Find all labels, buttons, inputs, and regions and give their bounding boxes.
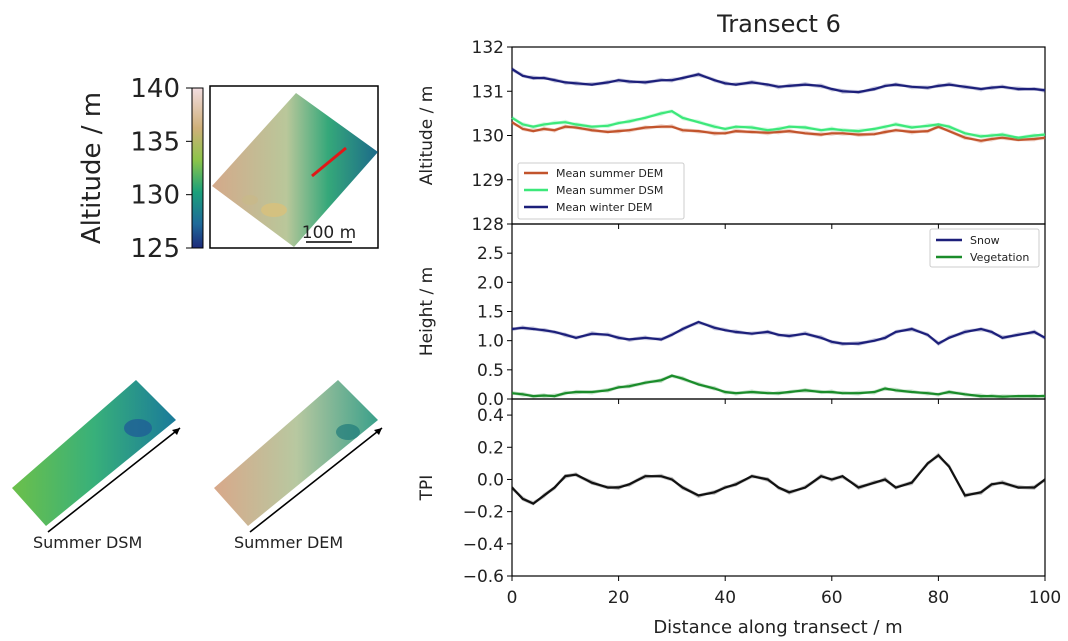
transect-line	[311, 146, 347, 178]
arrow-head-icon	[172, 428, 180, 435]
y-tick-label: 2.5	[477, 244, 504, 264]
y-tick-label: 0.0	[477, 390, 504, 410]
colorbar-ticks: 140 135 130 125	[130, 74, 192, 264]
y-tick-label: −0.4	[463, 535, 504, 555]
colorbar-tick-label: 130	[130, 181, 180, 211]
flow-arrow	[47, 427, 181, 533]
y-tick-label: 1.0	[477, 332, 504, 352]
inset-map-patch	[242, 195, 258, 205]
y-tick-label: 132	[472, 38, 504, 58]
thumbnail-label: Summer DEM	[234, 533, 343, 552]
y-tick-label: −0.2	[463, 503, 504, 523]
thumbnail-raster	[12, 380, 176, 526]
x-tick-label: 20	[608, 588, 630, 608]
y-tick-label: 0.0	[477, 470, 504, 490]
series-line	[511, 110, 1046, 139]
y-axis-label: TPI	[417, 475, 437, 502]
y-axis-label: Altitude / m	[417, 86, 437, 186]
panel-height: 2.5 2.0 1.5 1.0 0.5 0.0 Height / m Snow Vegetati…	[417, 223, 1046, 410]
x-tick-label: 60	[821, 588, 843, 608]
thumbnail-patch	[336, 424, 360, 440]
legend-label: Vegetation	[970, 251, 1029, 264]
inset-map-patch	[261, 203, 287, 217]
y-tick-label: 0.5	[477, 361, 504, 381]
y-axis-label: Height / m	[417, 267, 437, 356]
arrow-head-icon	[374, 428, 382, 435]
thumbnail-summer-dem: Summer DEM	[214, 380, 383, 552]
panel-altitude: 132 131 130 129 128 Altitude / m Mean summer D…	[417, 38, 1046, 235]
x-tick-label: 80	[928, 588, 950, 608]
y-tick-label: −0.6	[463, 567, 504, 587]
thumbnail-summer-dsm: Summer DSM	[12, 380, 181, 552]
series-line	[511, 453, 1046, 505]
inset-map-raster	[212, 93, 378, 247]
flow-arrow	[249, 427, 383, 533]
colorbar-gradient	[191, 87, 204, 249]
y-tick-label: 0.4	[477, 406, 504, 426]
series-line	[511, 68, 1046, 94]
series-trace	[511, 70, 1046, 94]
y-tick-label: 2.0	[477, 273, 504, 293]
legend-label: Mean winter DEM	[556, 201, 653, 214]
chart-title: Transect 6	[716, 10, 841, 38]
colorbar-tick-label: 140	[130, 74, 180, 104]
y-tick-label: 129	[472, 171, 504, 191]
legend-label: Mean summer DSM	[556, 184, 663, 197]
series-line	[511, 374, 1045, 398]
colorbar: Altitude / m 140 135 130 125	[77, 74, 204, 264]
series-trace	[511, 452, 1046, 506]
thumbnail-label: Summer DSM	[33, 533, 142, 552]
x-tick-label: 100	[1029, 588, 1061, 608]
legend-label: Snow	[970, 234, 1000, 247]
x-axis-label: Distance along transect / m	[653, 617, 902, 638]
y-tick-label: 128	[472, 215, 504, 235]
scale-bar-label: 100 m	[302, 223, 356, 243]
x-tick-label: 40	[714, 588, 736, 608]
series-line	[511, 320, 1046, 345]
x-tick-label: 0	[507, 588, 518, 608]
panel-tpi: 0.4 0.2 0.0 −0.2 −0.4 −0.6 TPI 0 20 40 60 80 100 Dist…	[417, 398, 1061, 638]
series-line	[511, 121, 1046, 142]
y-tick-label: 1.5	[477, 303, 504, 323]
colorbar-tick-label: 135	[130, 127, 180, 157]
colorbar-label: Altitude / m	[77, 92, 107, 244]
inset-map: 100 m	[209, 85, 379, 249]
thumbnail-patch	[124, 419, 152, 437]
y-tick-label: 130	[472, 127, 504, 147]
legend-label: Mean summer DEM	[556, 167, 663, 180]
series-trace	[511, 66, 1046, 95]
y-tick-label: 131	[472, 82, 504, 102]
y-tick-label: 0.2	[477, 438, 504, 458]
colorbar-tick-label: 125	[130, 234, 180, 264]
thumbnail-raster	[214, 380, 378, 526]
legend-box	[517, 162, 685, 220]
